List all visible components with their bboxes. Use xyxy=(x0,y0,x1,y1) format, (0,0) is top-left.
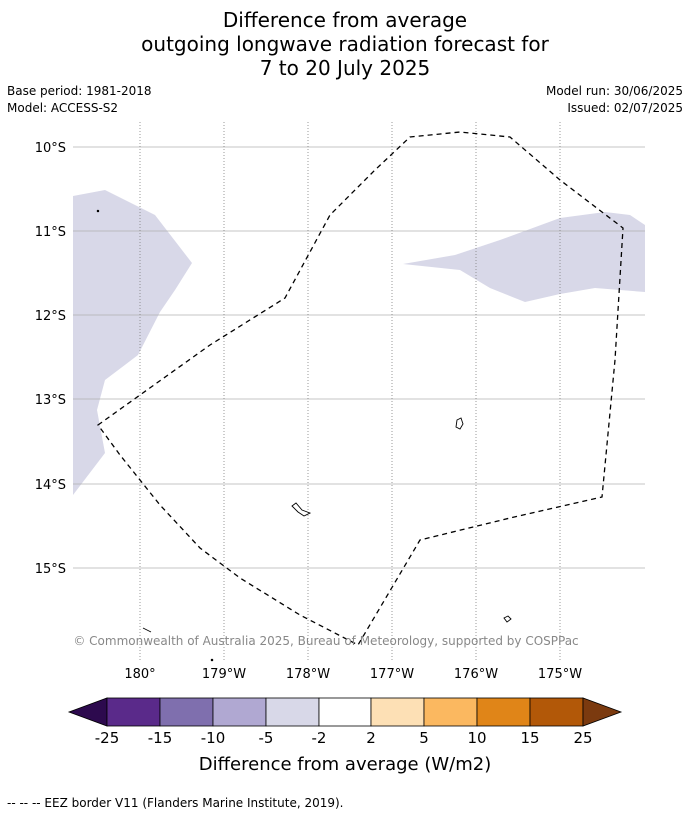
island-central xyxy=(291,502,312,517)
lon-label-175w: 175°W xyxy=(538,667,582,682)
anomaly-regions xyxy=(73,190,645,495)
anomaly-region-west xyxy=(73,190,192,495)
colorbar-segment-2 xyxy=(159,697,214,727)
copyright-text: © Commonwealth of Australia 2025, Bureau… xyxy=(73,634,578,648)
colorbar-tick-6: 2 xyxy=(366,729,376,747)
colorbar-tick-10: 25 xyxy=(573,729,592,747)
title-line-2: outgoing longwave radiation forecast for xyxy=(141,32,549,56)
colorbar-segment-8 xyxy=(476,697,531,727)
lat-label-10s: 10°S xyxy=(35,141,66,156)
colorbar-tick-3: -10 xyxy=(201,729,226,747)
lat-label-12s: 12°S xyxy=(35,309,66,324)
colorbar-tick-8: 10 xyxy=(467,729,486,747)
model-name: Model: ACCESS-S2 xyxy=(7,101,119,115)
colorbar-extend-low xyxy=(67,697,108,727)
colorbar-segment-5 xyxy=(318,697,372,727)
lat-label-15s: 15°S xyxy=(35,562,66,577)
latitude-labels: 10°S 11°S 12°S 13°S 14°S 15°S xyxy=(35,141,66,577)
island-west-coast xyxy=(142,627,152,633)
island-small-east xyxy=(503,615,512,623)
colorbar-tick-4: -5 xyxy=(259,729,274,747)
eez-legend: -- -- -- EEZ border V11 (Flanders Marine… xyxy=(7,796,344,810)
colorbar-tick-2: -15 xyxy=(148,729,173,747)
lon-label-176w: 176°W xyxy=(454,667,498,682)
colorbar-label: Difference from average (W/m2) xyxy=(199,754,491,775)
islands xyxy=(96,209,512,662)
title-line-3: 7 to 20 July 2025 xyxy=(259,56,431,80)
colorbar-tick-5: -2 xyxy=(312,729,327,747)
map-title: Difference from average outgoing longwav… xyxy=(0,8,690,80)
colorbar-segment-9 xyxy=(529,697,584,727)
anomaly-region-east xyxy=(403,212,645,302)
colorbar-ticks: -25 -15 -10 -5 -2 2 5 10 15 25 xyxy=(95,729,593,747)
lon-label-177w: 177°W xyxy=(370,667,414,682)
colorbar-segment-3 xyxy=(212,697,267,727)
longitude-labels: 180° 179°W 178°W 177°W 176°W 175°W xyxy=(124,667,582,682)
colorbar-segment-6 xyxy=(370,697,425,727)
lon-label-179w: 179°W xyxy=(202,667,246,682)
lat-label-14s: 14°S xyxy=(35,478,66,493)
colorbar-tick-1: -25 xyxy=(95,729,120,747)
colorbar-segment-1 xyxy=(106,697,161,727)
eez-border xyxy=(97,131,624,646)
model-run: Model run: 30/06/2025 xyxy=(545,84,683,98)
issued-date: Issued: 02/07/2025 xyxy=(567,101,683,115)
lon-label-178w: 178°W xyxy=(286,667,330,682)
colorbar-segment-7 xyxy=(423,697,478,727)
longitude-gridlines xyxy=(139,122,561,660)
meta-left: Base period: 1981-2018 Model: ACCESS-S2 xyxy=(7,83,152,117)
latitude-gridlines xyxy=(73,146,645,569)
title-line-1: Difference from average xyxy=(222,8,468,32)
lon-label-180: 180° xyxy=(124,667,155,682)
island-dot-west xyxy=(96,209,100,213)
lat-label-11s: 11°S xyxy=(35,225,66,240)
colorbar-segment-4 xyxy=(265,697,320,727)
colorbar xyxy=(67,697,623,727)
colorbar-tick-9: 15 xyxy=(520,729,539,747)
colorbar-tick-7: 5 xyxy=(419,729,429,747)
meta-right: Model run: 30/06/2025 Issued: 02/07/2025 xyxy=(546,83,683,117)
lat-label-13s: 13°S xyxy=(35,393,66,408)
island-dot-south xyxy=(210,658,214,662)
base-period: Base period: 1981-2018 xyxy=(7,84,152,98)
colorbar-extend-high xyxy=(582,697,623,727)
island-east xyxy=(455,417,464,430)
